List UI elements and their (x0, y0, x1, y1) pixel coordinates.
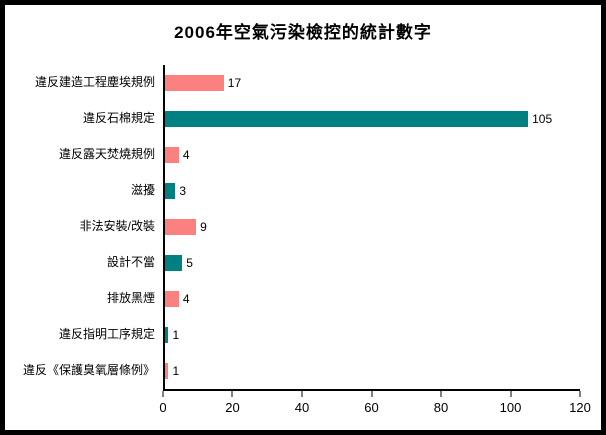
category-label: 排放黑煙 (106, 291, 155, 306)
x-axis: 0 20 40 60 80 100 120 (159, 389, 591, 425)
axis-tick (579, 391, 581, 397)
bar-area: 9 (163, 209, 580, 245)
category-label: 違反石棉規定 (82, 111, 155, 126)
value-label: 105 (532, 112, 553, 126)
category-label: 非法安裝/改裝 (79, 219, 155, 234)
bar-area: 17 (163, 65, 580, 101)
value-label: 17 (227, 76, 242, 90)
category-label: 違反露天焚燒規例 (58, 147, 155, 162)
axis-tick (162, 391, 164, 397)
value-label: 5 (186, 256, 193, 270)
category-label: 設計不當 (106, 255, 155, 270)
bar-chart: 違反建造工程塵埃規例 17 違反石棉規定 105 違反露天焚燒規例 4 滋擾 3 非法安裝/改裝… (15, 65, 591, 425)
category-label: 滋擾 (130, 183, 155, 198)
chart-row: 違反指明工序規定 1 (15, 317, 580, 353)
chart-row: 違反露天焚燒規例 4 (15, 137, 580, 173)
category-label: 違反指明工序規定 (58, 327, 155, 342)
bar-area: 1 (163, 317, 580, 353)
axis-tick-label: 100 (499, 400, 522, 415)
axis-tick-label: 0 (159, 400, 167, 415)
chart-title: 2006年空氣污染檢控的統計數字 (174, 23, 432, 42)
value-label: 9 (200, 220, 207, 234)
category-label: 違反《保護臭氧層條例》 (22, 363, 155, 378)
bar (165, 291, 179, 307)
chart-row: 非法安裝/改裝 9 (15, 209, 580, 245)
bar (165, 147, 179, 163)
bar-area: 3 (163, 173, 580, 209)
axis-tick (440, 391, 442, 397)
bar-area: 5 (163, 245, 580, 281)
axis-tick-label: 60 (364, 400, 379, 415)
bar (165, 111, 529, 127)
axis-tick-label: 120 (569, 400, 591, 415)
bar-area: 105 (163, 101, 580, 137)
chart-row: 違反石棉規定 105 (15, 101, 580, 137)
chart-rows: 違反建造工程塵埃規例 17 違反石棉規定 105 違反露天焚燒規例 4 滋擾 3 非法安裝/改裝… (15, 65, 580, 389)
chart-row: 滋擾 3 (15, 173, 580, 209)
value-label: 4 (182, 292, 190, 306)
axis-tick (301, 391, 303, 397)
bar (165, 327, 169, 343)
chart-row: 設計不當 5 (15, 245, 580, 281)
chart-row: 排放黑煙 4 (15, 281, 580, 317)
bar-area: 1 (163, 353, 580, 389)
axis-tick-label: 40 (294, 400, 310, 415)
axis-tick (231, 391, 233, 397)
bar (165, 219, 197, 235)
bar-area: 4 (163, 137, 580, 173)
value-label: 3 (179, 184, 187, 198)
axis-tick-label: 80 (433, 400, 449, 415)
chart-row: 違反《保護臭氧層條例》 1 (15, 353, 580, 389)
value-label: 1 (172, 364, 180, 378)
category-label: 違反建造工程塵埃規例 (34, 75, 155, 90)
chart-row: 違反建造工程塵埃規例 17 (15, 65, 580, 101)
value-label: 1 (172, 328, 180, 342)
axis-tick-label: 20 (225, 400, 240, 415)
axis-tick (510, 391, 511, 397)
axis-tick (371, 391, 372, 397)
value-label: 4 (182, 148, 190, 162)
bar (165, 363, 169, 379)
bar-area: 4 (163, 281, 580, 317)
bar (165, 183, 176, 199)
bar (165, 255, 183, 271)
bar (165, 75, 224, 91)
